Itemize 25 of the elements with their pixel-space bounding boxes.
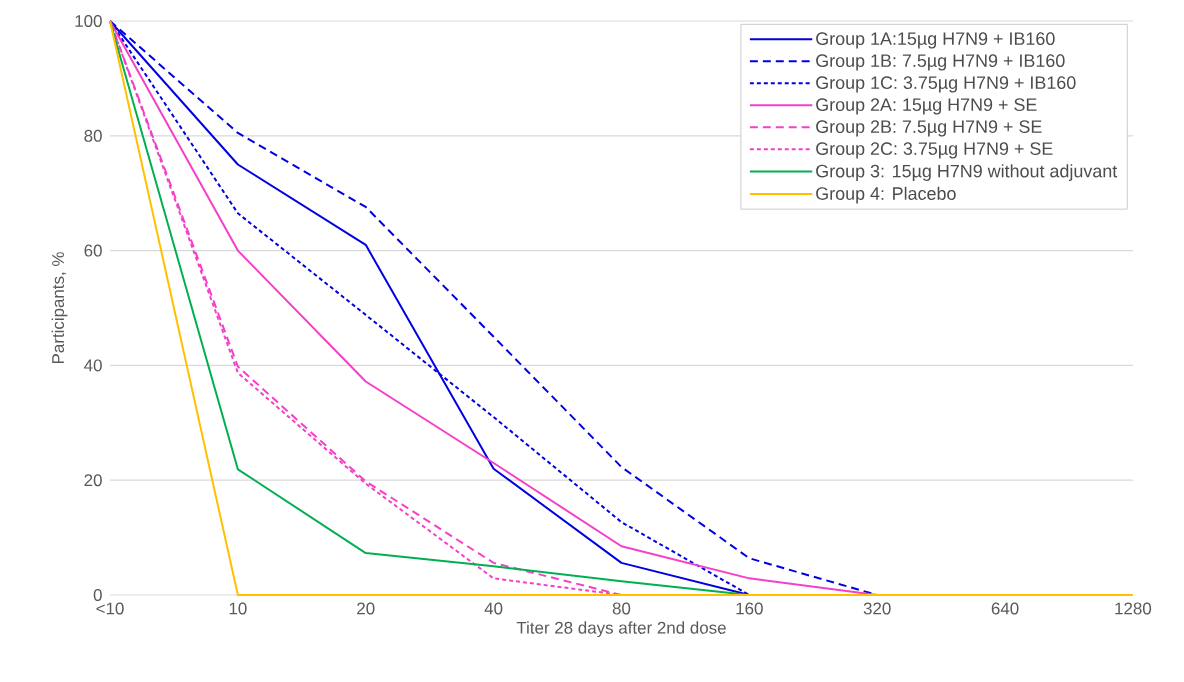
x-tick-label: 320 [863,602,891,615]
legend-label: Group 2B: 7.5µg H7N9 + SE [816,120,1042,137]
legend-label: Group 3: 15µg H7N9 without adjuvant [816,164,1118,181]
legend-label: Group 4: Placebo [816,186,956,204]
x-tick-label: 80 [612,602,631,615]
y-tick-label: 40 [84,359,102,372]
legend-label: Group 2C: 3.75µg H7N9 + SE [816,142,1053,159]
x-tick-label: <10 [96,602,124,615]
legend-label: Group 1A:15µg H7N9 + IB160 [816,32,1055,49]
y-tick-label: 60 [84,244,102,257]
x-tick-label: 160 [736,602,763,615]
x-tick-label: 640 [991,602,1019,615]
x-tick-label: 1280 [1115,602,1152,615]
x-axis-title: Titer 28 days after 2nd dose [516,621,726,638]
legend-label: Group 1C: 3.75µg H7N9 + IB160 [816,76,1076,93]
y-tick-label: 0 [93,589,102,601]
y-tick-label: 80 [84,129,102,142]
y-tick-label: 100 [75,14,102,27]
legend-label: Group 1B: 7.5µg H7N9 + IB160 [816,54,1065,71]
x-tick-label: 10 [229,602,247,615]
y-axis-title: Participants, % [51,252,68,364]
x-tick-label: 20 [357,602,375,615]
y-tick-label: 20 [84,474,102,487]
legend-label: Group 2A: 15µg H7N9 + SE [816,98,1037,115]
x-tick-label: 40 [484,602,503,615]
